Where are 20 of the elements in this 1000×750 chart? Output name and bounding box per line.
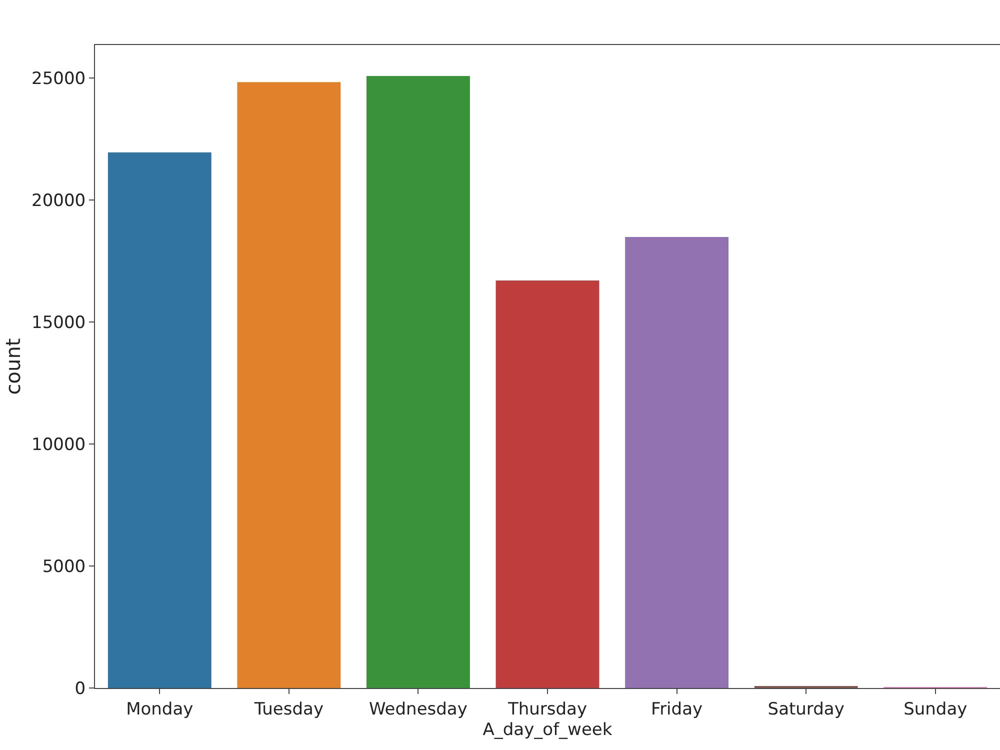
y-tick-label: 0 <box>74 678 86 699</box>
bar <box>625 237 728 688</box>
x-tick-label: Wednesday <box>368 699 468 720</box>
bar <box>496 280 600 688</box>
y-tick-label: 10000 <box>32 434 86 455</box>
x-tick-label: Monday <box>126 699 194 720</box>
y-tick-label: 25000 <box>32 68 86 89</box>
x-tick-label: Tuesday <box>253 699 324 720</box>
y-tick-label: 15000 <box>32 312 86 333</box>
y-tick-label: 20000 <box>32 190 86 211</box>
x-tick-label: Saturday <box>768 699 844 720</box>
x-axis-title: A_day_of_week <box>482 720 612 740</box>
y-axis-title: count <box>1 338 26 395</box>
x-tick-label: Sunday <box>904 699 968 720</box>
bar <box>237 82 341 688</box>
bar <box>108 152 212 688</box>
x-tick-label: Friday <box>651 699 703 720</box>
x-tick-label: Thursday <box>506 699 588 720</box>
y-tick-label: 5000 <box>42 556 86 577</box>
bar <box>366 76 470 688</box>
